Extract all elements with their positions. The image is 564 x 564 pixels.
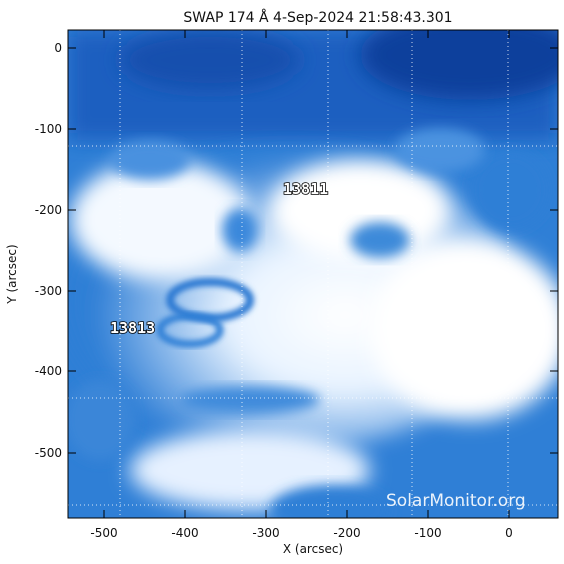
x-axis: -500 -400 -300 -200 -100 0 X (arcsec) [90, 30, 513, 556]
solarmonitor-watermark: SolarMonitor.org [386, 491, 526, 511]
x-tick-label: -200 [333, 526, 360, 540]
y-tick-label: -100 [35, 122, 62, 136]
y-tick-label: -300 [35, 284, 62, 298]
image-title: SWAP 174 Å 4-Sep-2024 21:58:43.301 [183, 9, 452, 26]
y-tick-label: -200 [35, 203, 62, 217]
plot-frame [67, 29, 559, 519]
x-tick-label: -100 [414, 526, 441, 540]
y-tick-label: -500 [35, 446, 62, 460]
x-tick-label: -400 [171, 526, 198, 540]
euv-image [68, 30, 558, 518]
y-tick-label: -400 [35, 364, 62, 378]
y-axis: 0 -100 -200 -300 -400 -500 Y (arcsec) [5, 41, 558, 460]
heliographic-grid [68, 30, 558, 518]
active-region-label-13813: 13813 [110, 319, 155, 337]
x-axis-label: X (arcsec) [283, 542, 343, 556]
y-axis-label: Y (arcsec) [5, 244, 19, 304]
x-tick-label: 0 [505, 526, 513, 540]
x-tick-label: -300 [252, 526, 279, 540]
x-tick-label: -500 [90, 526, 117, 540]
y-tick-label: 0 [54, 41, 62, 55]
active-region-label-13811: 13811 [283, 180, 328, 198]
